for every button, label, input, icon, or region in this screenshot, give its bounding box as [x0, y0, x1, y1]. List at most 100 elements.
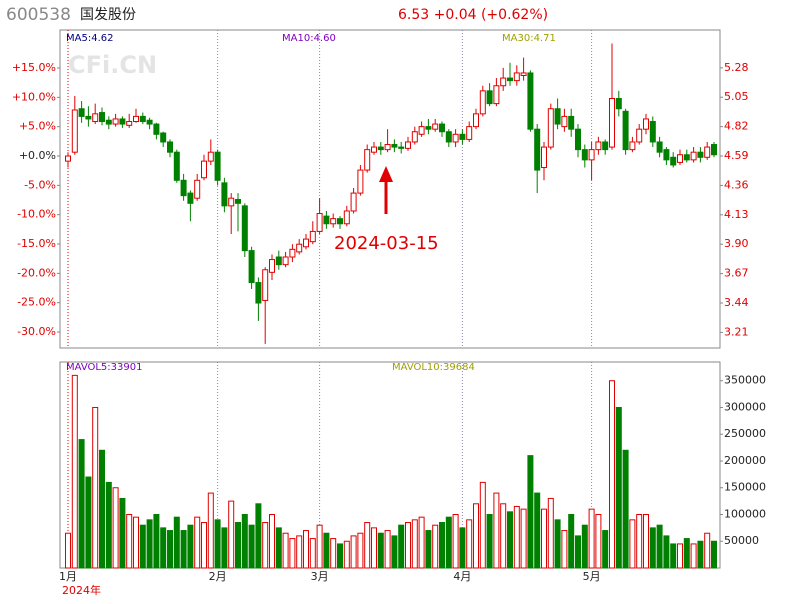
candle-body: [656, 141, 663, 153]
volume-bar: [704, 532, 711, 569]
y2-tick-label: +5.0%: [19, 120, 56, 133]
volume-bar: [241, 513, 248, 569]
volume-bar: [282, 532, 289, 569]
volume-bar: [255, 503, 262, 569]
volume-bar: [629, 519, 636, 569]
volume-bar: [207, 492, 214, 569]
volume-bar: [112, 487, 119, 569]
volume-bar: [391, 535, 398, 569]
volume-bar: [609, 380, 615, 569]
candle-body: [547, 108, 554, 148]
volume-bar: [507, 511, 513, 569]
y2-tick-label: -30.0%: [17, 325, 56, 338]
candle-body: [146, 119, 153, 125]
candle-body: [615, 98, 622, 110]
candle-body: [513, 72, 520, 82]
volume-bar: [500, 503, 507, 569]
volume-bar: [711, 540, 717, 569]
x-tick-label: 5月: [583, 570, 601, 583]
volume-bar: [105, 481, 112, 569]
y-tick-label: 3.67: [724, 267, 749, 280]
volume-bar: [622, 449, 629, 569]
volume-bar: [303, 530, 309, 569]
candle-body: [167, 141, 173, 153]
candle-body: [459, 133, 466, 140]
candle-body: [527, 72, 534, 130]
candle-body: [187, 192, 194, 204]
candle-body: [595, 141, 602, 151]
y-tick-label: 4.13: [724, 208, 749, 221]
volume-bar: [323, 532, 330, 569]
candle-body: [609, 98, 615, 148]
volume-bar: [588, 508, 595, 569]
candle-body: [643, 118, 649, 130]
candle-body: [554, 108, 561, 125]
volume-bar: [398, 524, 405, 569]
candle-body: [269, 259, 275, 273]
volume-tick-label: 300000: [724, 400, 766, 413]
candle-body: [486, 90, 493, 105]
volume-bar: [418, 516, 425, 569]
volume-bar: [452, 513, 459, 569]
volume-bar: [405, 522, 411, 569]
volume-bar: [479, 481, 486, 569]
candle-body: [160, 132, 167, 143]
volume-bar: [248, 524, 255, 569]
volume-tick-label: 150000: [724, 481, 766, 494]
candle-body: [282, 256, 289, 266]
y2-tick-label: -10.0%: [17, 208, 56, 221]
candle-body: [622, 110, 629, 151]
candle-body: [330, 218, 337, 225]
candle-body: [507, 77, 513, 82]
candle-body: [309, 230, 316, 243]
volume-bar: [337, 543, 343, 569]
candle-body: [384, 144, 391, 151]
candle-body: [221, 182, 228, 207]
candle-body: [316, 213, 323, 232]
candle-body: [398, 146, 405, 149]
volume-bar: [85, 476, 92, 569]
candle-body: [690, 151, 697, 161]
candle-body: [534, 128, 541, 171]
watermark: CFi.CN: [68, 51, 157, 79]
candle-body: [711, 144, 717, 156]
indicator-label: MA5:4.62: [66, 33, 113, 44]
volume-bar: [235, 522, 241, 569]
candle-body: [364, 149, 371, 171]
volume-bar: [194, 516, 201, 569]
volume-bar: [411, 519, 418, 569]
volume-bar: [65, 532, 71, 569]
candle-body: [214, 151, 221, 181]
candle-body: [337, 218, 343, 225]
volume-bar: [228, 500, 235, 569]
volume-bar: [513, 505, 520, 569]
candle-body: [201, 160, 207, 179]
candle-body: [65, 155, 71, 162]
y-tick-label: 4.59: [724, 149, 749, 162]
annotation-arrowhead: [379, 166, 393, 182]
candle-body: [371, 146, 377, 153]
candle-body: [636, 128, 643, 143]
volume-bar: [445, 516, 452, 569]
volume-bar: [520, 508, 527, 569]
candle-body: [561, 115, 568, 128]
stock-name: 国发股份: [80, 7, 136, 23]
candle-body: [411, 131, 418, 143]
candle-body: [71, 109, 78, 153]
candle-body: [255, 282, 262, 304]
volume-bar: [384, 530, 391, 569]
volume-bar: [153, 513, 160, 569]
candle-body: [493, 85, 500, 105]
volume-bar: [350, 535, 357, 569]
volume-bar: [677, 543, 683, 569]
candle-body: [405, 141, 411, 149]
candle-body: [602, 141, 609, 151]
volume-bar: [473, 503, 479, 569]
candle-body: [241, 205, 248, 252]
x-tick-label: 2月: [209, 570, 227, 583]
volume-bar: [330, 538, 337, 569]
volume-bar: [187, 524, 194, 569]
candle-body: [541, 146, 547, 169]
